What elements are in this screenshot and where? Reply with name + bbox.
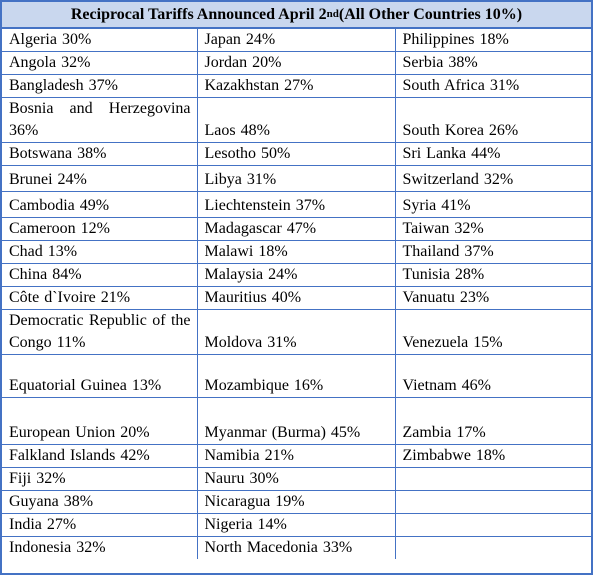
table-cell: India 27% bbox=[2, 513, 198, 537]
table-cell bbox=[394, 490, 591, 514]
table-cell: South Africa 31% bbox=[394, 74, 591, 98]
table-cell: European Union 20% bbox=[2, 397, 198, 445]
table-cell: Nauru 30% bbox=[196, 467, 396, 491]
table-cell bbox=[394, 467, 591, 491]
table-cell: Nicaragua 19% bbox=[196, 490, 396, 514]
table-cell: Guyana 38% bbox=[2, 490, 198, 514]
table-cell: Cambodia 49% bbox=[2, 191, 198, 218]
table-cell: Moldova 31% bbox=[196, 309, 396, 355]
table-row: Indonesia 32% North Macedonia 33% bbox=[2, 536, 591, 559]
table-cell: Switzerland 32% bbox=[394, 165, 591, 192]
table-cell: Sri Lanka 44% bbox=[394, 142, 591, 166]
table-cell: Myanmar (Burma) 45% bbox=[196, 397, 396, 445]
table-cell: Taiwan 32% bbox=[394, 217, 591, 241]
table-row: Algeria 30% Japan 24% Philippines 18% bbox=[2, 29, 591, 52]
table-cell: Malawi 18% bbox=[196, 240, 396, 264]
table-cell: Kazakhstan 27% bbox=[196, 74, 396, 98]
table-cell: Tunisia 28% bbox=[394, 263, 591, 287]
table-cell: Libya 31% bbox=[196, 165, 396, 192]
table-cell: Chad 13% bbox=[2, 240, 198, 264]
table-cell: Lesotho 50% bbox=[196, 142, 396, 166]
table-title-main: Reciprocal Tariffs Announced April 2 bbox=[70, 5, 327, 23]
table-cell: Laos 48% bbox=[196, 97, 396, 143]
table-cell: Madagascar 47% bbox=[196, 217, 396, 241]
table-row: European Union 20% Myanmar (Burma) 45% Z… bbox=[2, 397, 591, 445]
table-cell: Fiji 32% bbox=[2, 467, 198, 491]
tariff-table: Algeria 30% Japan 24% Philippines 18% An… bbox=[2, 29, 591, 559]
table-cell: Zambia 17% bbox=[394, 397, 591, 445]
table-cell: Malaysia 24% bbox=[196, 263, 396, 287]
table-row: Chad 13% Malawi 18% Thailand 37% bbox=[2, 240, 591, 264]
table-cell: Nigeria 14% bbox=[196, 513, 396, 537]
table-row: China 84% Malaysia 24% Tunisia 28% bbox=[2, 263, 591, 287]
table-row: Falkland Islands 42% Namibia 21% Zimbabw… bbox=[2, 444, 591, 468]
table-cell: Venezuela 15% bbox=[394, 309, 591, 355]
table-cell: Algeria 30% bbox=[2, 29, 198, 52]
table-cell: Zimbabwe 18% bbox=[394, 444, 591, 468]
table-row: Democratic Republic of the Congo 11% Mol… bbox=[2, 309, 591, 355]
table-cell: Vietnam 46% bbox=[394, 354, 591, 398]
table-cell: Indonesia 32% bbox=[2, 536, 198, 559]
table-cell: Mozambique 16% bbox=[196, 354, 396, 398]
table-cell: Syria 41% bbox=[394, 191, 591, 218]
table-cell: Thailand 37% bbox=[394, 240, 591, 264]
table-cell: Brunei 24% bbox=[2, 165, 198, 192]
table-cell: Japan 24% bbox=[196, 29, 396, 52]
table-cell: Equatorial Guinea 13% bbox=[2, 354, 198, 398]
table-cell: Liechtenstein 37% bbox=[196, 191, 396, 218]
table-cell: South Korea 26% bbox=[394, 97, 591, 143]
table-row: Bosnia and Herzegovina 36% Laos 48% Sout… bbox=[2, 97, 591, 143]
table-row: Côte d`Ivoire 21% Mauritius 40% Vanuatu … bbox=[2, 286, 591, 310]
table-title-tail: (All Other Countries 10%) bbox=[338, 5, 523, 23]
table-cell: Mauritius 40% bbox=[196, 286, 396, 310]
table-row: Fiji 32% Nauru 30% bbox=[2, 467, 591, 491]
table-row: Brunei 24% Libya 31% Switzerland 32% bbox=[2, 165, 591, 192]
table-cell: Bosnia and Herzegovina 36% bbox=[2, 97, 198, 143]
table-cell bbox=[394, 536, 591, 559]
table-cell: Falkland Islands 42% bbox=[2, 444, 198, 468]
table-cell: Philippines 18% bbox=[394, 29, 591, 52]
table-cell: Namibia 21% bbox=[196, 444, 396, 468]
table-cell: Côte d`Ivoire 21% bbox=[2, 286, 198, 310]
table-cell: Bangladesh 37% bbox=[2, 74, 198, 98]
table-row: Bangladesh 37% Kazakhstan 27% South Afri… bbox=[2, 74, 591, 98]
table-cell: Democratic Republic of the Congo 11% bbox=[2, 309, 198, 355]
table-cell: North Macedonia 33% bbox=[196, 536, 396, 559]
table-cell: Cameroon 12% bbox=[2, 217, 198, 241]
table-cell: Botswana 38% bbox=[2, 142, 198, 166]
table-row: India 27% Nigeria 14% bbox=[2, 513, 591, 537]
table-cell: Serbia 38% bbox=[394, 51, 591, 75]
table-row: Cameroon 12% Madagascar 47% Taiwan 32% bbox=[2, 217, 591, 241]
table-row: Guyana 38% Nicaragua 19% bbox=[2, 490, 591, 514]
table-cell: Angola 32% bbox=[2, 51, 198, 75]
table-cell: Jordan 20% bbox=[196, 51, 396, 75]
table-cell bbox=[394, 513, 591, 537]
table-row: Cambodia 49% Liechtenstein 37% Syria 41% bbox=[2, 191, 591, 218]
table-row: Angola 32% Jordan 20% Serbia 38% bbox=[2, 51, 591, 75]
table-cell: Vanuatu 23% bbox=[394, 286, 591, 310]
table-row: Botswana 38% Lesotho 50% Sri Lanka 44% bbox=[2, 142, 591, 166]
table-row: Equatorial Guinea 13% Mozambique 16% Vie… bbox=[2, 354, 591, 398]
table-cell: China 84% bbox=[2, 263, 198, 287]
